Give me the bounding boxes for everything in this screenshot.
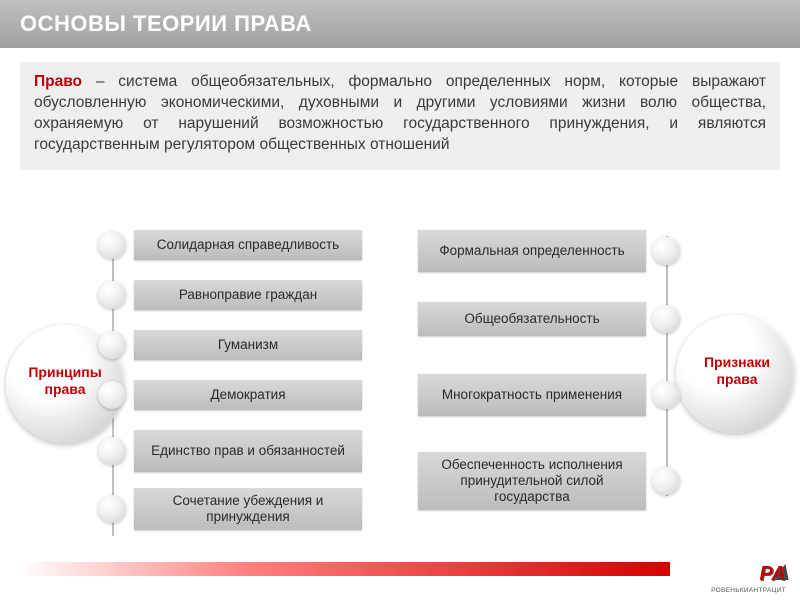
hub-label-features: Признаки права — [694, 354, 780, 388]
page-title-text: ОСНОВЫ ТЕОРИИ ПРАВА — [20, 11, 312, 37]
node-circle-icon — [652, 305, 680, 333]
feature-label: Многократность применения — [442, 387, 622, 403]
feature-label: Общеобязательность — [464, 311, 599, 327]
feature-pill: Многократность применения — [418, 374, 646, 416]
feature-pill: Формальная определенность — [418, 230, 646, 272]
feature-pill: Общеобязательность — [418, 302, 646, 336]
feature-label: Обеспеченность исполнения принудительной… — [426, 457, 638, 506]
definition-body: – система общеобязательных, формально оп… — [34, 73, 766, 153]
principle-label: Единство прав и обязанностей — [151, 443, 345, 459]
node-circle-icon — [98, 437, 126, 465]
node-circle-icon — [98, 331, 126, 359]
principle-label: Солидарная справедливость — [157, 237, 339, 253]
node-circle-icon — [652, 467, 680, 495]
feature-pill: Обеспеченность исполнения принудительной… — [418, 452, 646, 510]
principle-label: Демократия — [210, 387, 285, 403]
hub-label-principles: Принципы права — [22, 364, 108, 398]
node-circle-icon — [652, 237, 680, 265]
logo-subtext: РОВЕНЬКИАНТРАЦИТ — [711, 587, 786, 594]
principle-pill: Сочетание убеждения и принуждения — [134, 488, 362, 530]
diagram: Принципы права Признаки права Солидарная… — [0, 230, 800, 570]
footer-accent-bar — [20, 562, 670, 576]
principle-pill: Солидарная справедливость — [134, 230, 362, 260]
principle-pill: Гуманизм — [134, 330, 362, 360]
node-circle-icon — [98, 495, 126, 523]
connector-right — [666, 236, 668, 496]
principle-label: Равноправие граждан — [179, 287, 317, 303]
definition-panel: Право – система общеобязательных, формал… — [20, 62, 780, 170]
node-circle-icon — [652, 381, 680, 409]
principle-pill: Демократия — [134, 380, 362, 410]
node-circle-icon — [98, 281, 126, 309]
principle-pill: Равноправие граждан — [134, 280, 362, 310]
logo-text: РА — [759, 563, 786, 586]
principle-label: Сочетание убеждения и принуждения — [142, 493, 354, 525]
page-title: ОСНОВЫ ТЕОРИИ ПРАВА — [0, 0, 800, 48]
node-circle-icon — [98, 231, 126, 259]
feature-label: Формальная определенность — [439, 243, 624, 259]
principle-pill: Единство прав и обязанностей — [134, 430, 362, 472]
definition-term: Право — [34, 73, 82, 90]
principle-label: Гуманизм — [218, 337, 278, 353]
